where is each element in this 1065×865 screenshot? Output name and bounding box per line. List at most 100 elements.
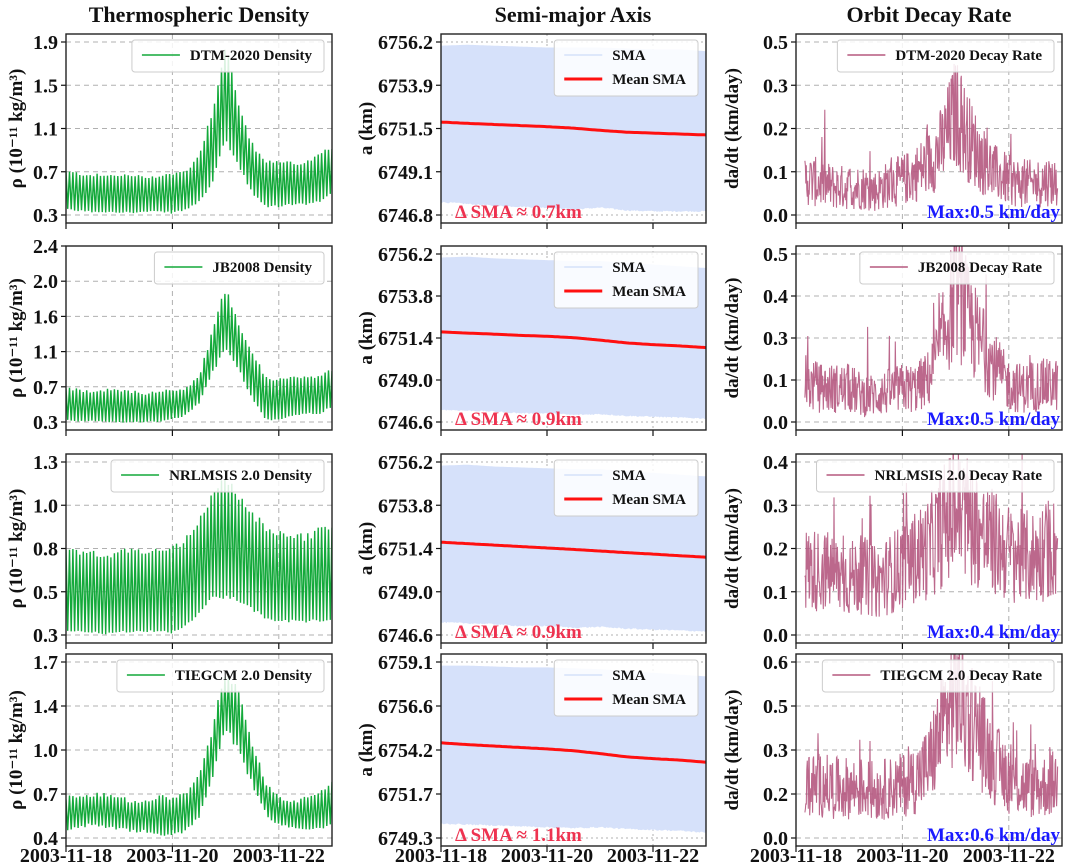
ytick-label: 6746.6 [378, 625, 433, 647]
ytick-label: 2.0 [33, 271, 58, 293]
legend: SMA Mean SMA [553, 251, 699, 309]
legend: TIEGCM 2.0 Density [116, 659, 325, 693]
ytick-label: 6751.7 [378, 784, 433, 806]
ytick-label: 1.1 [33, 119, 58, 141]
legend-box [153, 251, 325, 285]
y-axis-label: ρ (10⁻¹¹ kg/m³) [6, 690, 27, 810]
subplot-decay: 0.0 0.1 0.2 0.3 0.5 Max:0.5 km/day da/dt (km/d… [722, 32, 1063, 229]
legend-label: Mean SMA [612, 284, 686, 300]
ytick-label: 0.5 [763, 696, 788, 718]
ytick-label: 6756.6 [378, 696, 433, 718]
y-axis-label: ρ (10⁻¹¹ kg/m³) [6, 489, 27, 609]
ytick-label: 0.4 [33, 828, 58, 850]
mean-sma-line [441, 330, 706, 350]
legend-label: TIEGCM 2.0 Decay Rate [880, 668, 1042, 684]
delta-sma-annotation: Δ SMA ≈ 0.9km [455, 409, 582, 430]
ytick-label: 6751.4 [378, 328, 433, 350]
plot-area [66, 49, 332, 214]
ytick-label: 0.3 [763, 328, 788, 350]
xtick-label: 2003-11-22 [963, 845, 1055, 865]
ytick-label: 1.6 [33, 306, 58, 328]
column-title: Orbit Decay Rate [847, 2, 1012, 27]
y-axis-label: da/dt (km/day) [722, 690, 743, 811]
legend-label: Mean SMA [612, 692, 686, 708]
ytick-label: 6749.0 [378, 582, 433, 604]
plot-area [66, 479, 332, 635]
ytick-label: 0.8 [33, 539, 58, 561]
axes-frame [65, 245, 333, 431]
ytick-label: 6753.8 [378, 495, 433, 517]
y-axis-label: a (km) [356, 102, 377, 155]
max-annotation: Max:0.5 km/day [927, 202, 1061, 223]
legend-label: SMA [612, 48, 646, 64]
ytick-label: 6754.2 [378, 740, 433, 762]
legend-box [553, 459, 699, 517]
ytick-label: 0.3 [763, 495, 788, 517]
ytick-label: 2.4 [33, 236, 58, 258]
y-axis-label: a (km) [356, 311, 377, 364]
legend-box [116, 659, 325, 693]
legend-label: JB2008 Decay Rate [918, 260, 1042, 276]
y-axis-label: a (km) [356, 522, 377, 575]
ytick-label: 0.2 [763, 784, 788, 806]
subplot-sma: 6749.3 6751.7 6754.2 6756.6 6759.1 2003-11-18… [356, 652, 707, 865]
ytick-label: 6746.8 [378, 205, 433, 227]
xtick-label: 2003-11-22 [607, 845, 699, 865]
ytick-label: 0.0 [763, 625, 788, 647]
axes-frame [795, 653, 1063, 847]
max-annotation: Max:0.4 km/day [927, 622, 1061, 643]
axes-frame [440, 33, 707, 224]
column-title: Thermospheric Density [89, 2, 310, 27]
legend-box [859, 251, 1055, 285]
legend: DTM-2020 Density [131, 39, 325, 73]
legend: NRLMSIS 2.0 Density [110, 459, 325, 493]
delta-sma-annotation: Δ SMA ≈ 0.7km [455, 202, 582, 223]
ytick-label: 0.7 [33, 162, 58, 184]
axes-frame [795, 245, 1063, 431]
decay-series [804, 246, 1059, 418]
ytick-label: 0.3 [33, 625, 58, 647]
ytick-label: 0.5 [763, 32, 788, 54]
subplot-sma: 6746.6 6749.0 6751.4 6753.8 6756.2 Δ SMA ≈ 0.… [356, 452, 707, 649]
legend: DTM-2020 Decay Rate [836, 39, 1055, 73]
ytick-label: 6756.2 [378, 32, 433, 54]
ytick-label: 0.1 [763, 582, 788, 604]
legend-box [821, 659, 1055, 693]
ytick-label: 1.0 [33, 740, 58, 762]
subplot-sma: 6746.8 6749.1 6751.5 6753.9 6756.2 Δ SMA ≈ 0.… [356, 32, 707, 229]
ytick-label: 6749.0 [378, 370, 433, 392]
xtick-label: 2003-11-20 [501, 845, 593, 865]
delta-sma-annotation: Δ SMA ≈ 1.1km [455, 825, 582, 846]
ytick-label: 1.5 [33, 75, 58, 97]
ytick-label: 6749.3 [378, 828, 433, 850]
ytick-label: 0.6 [763, 652, 788, 674]
y-axis-label: a (km) [356, 723, 377, 776]
y-axis-label: da/dt (km/day) [722, 278, 743, 399]
legend: SMA Mean SMA [553, 659, 699, 717]
legend-box [110, 459, 325, 493]
ytick-label: 0.4 [763, 286, 788, 308]
plot-area [804, 654, 1059, 820]
ytick-label: 0.7 [33, 784, 58, 806]
ytick-label: 0.5 [763, 244, 788, 266]
y-axis-label: da/dt (km/day) [722, 68, 743, 189]
legend-label: NRLMSIS 2.0 Decay Rate [875, 468, 1043, 484]
legend-label: Mean SMA [612, 72, 686, 88]
ytick-label: 1.3 [33, 452, 58, 474]
ytick-label: 1.7 [33, 652, 58, 674]
ytick-label: 1.9 [33, 32, 58, 54]
plot-area [804, 454, 1059, 617]
ytick-label: 0.0 [763, 828, 788, 850]
ytick-label: 1.1 [33, 342, 58, 364]
subplot-decay: 0.0 0.1 0.3 0.4 0.5 Max:0.5 km/day da/dt (km/d… [722, 244, 1063, 436]
ytick-label: 0.3 [33, 205, 58, 227]
decay-series [804, 454, 1059, 617]
plot-area [804, 63, 1059, 211]
density-series [66, 293, 332, 423]
subplot-density: 0.3 0.7 1.1 1.5 1.9 ρ (10⁻¹¹ kg/m³) DTM-2020 D… [6, 32, 333, 229]
xtick-label: 2003-11-20 [126, 845, 218, 865]
ytick-label: 0.7 [33, 377, 58, 399]
subplot-decay: 0.0 0.1 0.2 0.3 0.4 Max:0.4 km/day da/dt (km/d… [722, 452, 1063, 649]
subplot-density: 0.3 0.7 1.1 1.6 2.0 2.4 ρ (10⁻¹¹ kg/m³) JB2008 … [6, 236, 333, 436]
